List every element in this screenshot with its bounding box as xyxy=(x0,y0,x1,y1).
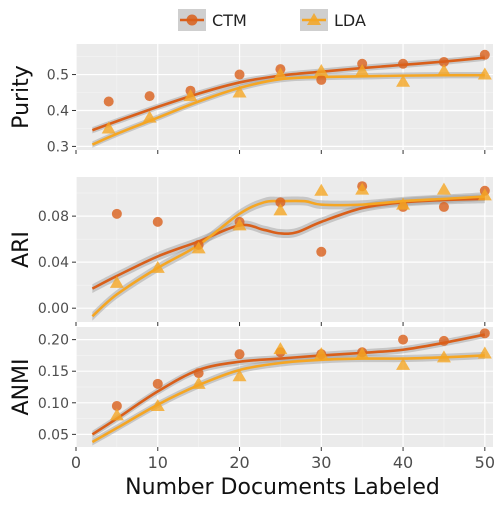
data-point-ctm xyxy=(357,58,368,69)
panel-purity: 0.3 0.4 0.5 Purity xyxy=(9,44,493,155)
data-point-lda xyxy=(396,74,411,87)
data-point-ctm xyxy=(144,91,155,102)
data-point-ctm xyxy=(398,334,409,345)
data-point-ctm xyxy=(438,335,449,346)
data-point-lda xyxy=(314,347,329,360)
data-point-lda xyxy=(477,188,492,201)
data-point-lda xyxy=(232,218,247,231)
data-point-ctm xyxy=(316,246,327,257)
data-point-lda xyxy=(396,197,411,210)
y-tick-label: 0.00 xyxy=(38,301,69,317)
data-point-ctm xyxy=(275,197,286,208)
data-point-ctm xyxy=(111,208,122,219)
confidence-band-lda xyxy=(92,72,485,148)
y-tick-label: 0.08 xyxy=(38,209,69,225)
x-tick-label: 10 xyxy=(148,453,168,472)
x-tick-label: 20 xyxy=(229,453,249,472)
data-point-lda xyxy=(436,63,451,76)
data-point-ctm xyxy=(438,201,449,212)
legend-label: CTM xyxy=(212,11,247,30)
data-point-ctm xyxy=(398,58,409,69)
data-point-ctm xyxy=(234,69,245,80)
x-tick-label: 30 xyxy=(311,453,331,472)
panel-plot-area xyxy=(91,181,492,321)
data-point-lda xyxy=(477,67,492,80)
data-point-lda xyxy=(232,85,247,98)
legend-label: LDA xyxy=(334,11,366,30)
y-tick-label: 0.4 xyxy=(47,103,69,119)
y-axis-label: ARI xyxy=(9,231,34,268)
data-point-lda xyxy=(191,241,206,254)
data-point-lda xyxy=(436,182,451,195)
y-axis-label: Purity xyxy=(9,65,34,129)
data-point-lda xyxy=(436,350,451,363)
legend-key-marker xyxy=(307,13,321,25)
data-point-ctm xyxy=(193,368,204,379)
y-tick-label: 0.20 xyxy=(38,333,69,349)
data-point-ctm xyxy=(152,378,163,389)
panel-plot-area xyxy=(91,49,492,148)
data-point-ctm xyxy=(103,96,114,107)
y-tick-label: 0.3 xyxy=(47,139,69,155)
data-point-ctm xyxy=(479,49,490,60)
data-point-lda xyxy=(314,183,329,196)
legend: CTM LDA xyxy=(178,9,366,31)
smooth-line-ctm xyxy=(91,333,486,436)
x-tick-label: 40 xyxy=(393,453,413,472)
data-point-ctm xyxy=(438,56,449,67)
data-point-lda xyxy=(150,398,165,411)
data-point-lda xyxy=(314,63,329,76)
x-axis: 0 10 20 30 40 50 Number Documents Labeled xyxy=(71,453,495,500)
data-point-lda xyxy=(109,275,124,288)
data-point-lda xyxy=(191,376,206,389)
data-point-lda xyxy=(477,346,492,359)
y-tick-label: 0.04 xyxy=(38,255,69,271)
y-axis-label: ANMI xyxy=(9,359,34,416)
data-point-lda xyxy=(273,203,288,216)
y-tick-label: 0.5 xyxy=(47,68,69,84)
panel-plot-area xyxy=(91,328,492,446)
data-point-lda xyxy=(150,260,165,273)
data-point-ctm xyxy=(152,216,163,227)
data-point-lda xyxy=(355,347,370,360)
data-point-lda xyxy=(183,89,198,102)
confidence-band-lda xyxy=(92,192,485,321)
data-point-ctm xyxy=(479,328,490,339)
legend-item-lda: LDA xyxy=(300,9,366,31)
data-point-lda xyxy=(355,63,370,76)
data-point-lda xyxy=(396,357,411,370)
y-tick-label: 0.05 xyxy=(38,427,69,443)
legend-key-marker xyxy=(186,14,198,26)
x-axis-label: Number Documents Labeled xyxy=(125,475,440,500)
data-point-ctm xyxy=(111,400,122,411)
data-point-ctm xyxy=(234,349,245,360)
data-point-lda xyxy=(109,408,124,421)
data-point-lda xyxy=(355,182,370,195)
y-tick-label: 0.15 xyxy=(38,364,69,380)
data-point-ctm xyxy=(316,74,327,85)
legend-item-ctm: CTM xyxy=(178,9,247,31)
x-tick-label: 0 xyxy=(71,453,81,472)
data-point-lda xyxy=(101,121,116,134)
data-point-lda xyxy=(273,342,288,355)
y-tick-label: 0.10 xyxy=(38,396,69,412)
x-tick-label: 50 xyxy=(475,453,495,472)
data-point-lda xyxy=(232,369,247,382)
smooth-line-lda xyxy=(91,354,485,444)
data-point-lda xyxy=(273,67,288,80)
data-point-lda xyxy=(142,110,157,123)
